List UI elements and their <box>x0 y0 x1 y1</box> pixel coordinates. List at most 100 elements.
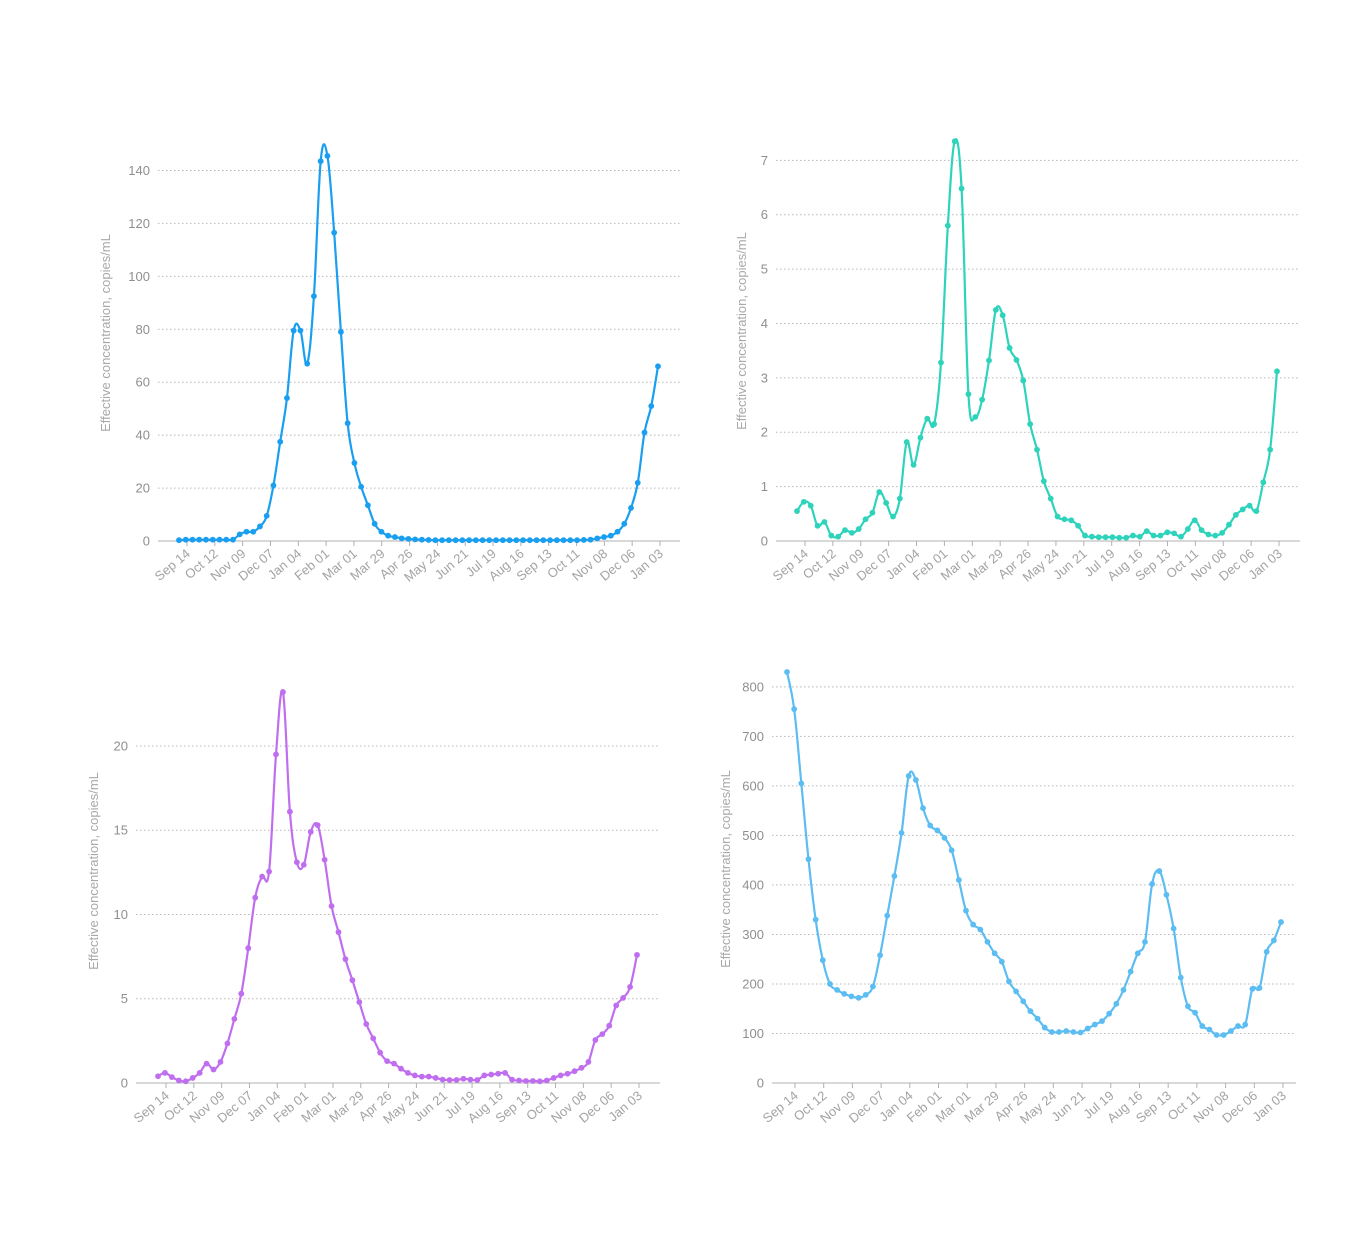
y-tick-label: 140 <box>128 163 150 178</box>
data-point <box>432 1075 439 1081</box>
data-point <box>972 414 979 420</box>
data-point <box>523 1078 529 1084</box>
y-tick-label: 6 <box>761 207 768 222</box>
data-point <box>862 516 869 523</box>
data-point <box>991 950 998 957</box>
data-point <box>1084 1025 1091 1032</box>
data-point <box>1034 1015 1041 1022</box>
data-point <box>238 990 245 997</box>
data-point <box>378 528 385 535</box>
y-axis-label: Effective concentration, copies/mL <box>86 772 101 970</box>
data-point <box>509 1076 515 1083</box>
y-tick-label: 0 <box>143 534 150 549</box>
data-point <box>543 1077 550 1084</box>
data-point <box>1063 1028 1070 1034</box>
data-point <box>1048 1029 1055 1035</box>
data-point <box>992 306 999 313</box>
data-point <box>398 535 405 542</box>
data-point <box>580 537 587 543</box>
y-tick-label: 200 <box>742 976 764 991</box>
data-point <box>529 1078 536 1084</box>
data-point <box>1220 1032 1227 1038</box>
data-point <box>794 508 800 514</box>
data-point <box>385 532 392 539</box>
data-point <box>938 359 944 366</box>
data-point <box>506 537 513 544</box>
data-point <box>812 916 819 923</box>
data-point <box>1130 532 1136 539</box>
y-tick-label: 0 <box>757 1076 764 1091</box>
data-point <box>1102 534 1109 541</box>
data-point <box>1157 532 1164 539</box>
data-point <box>594 535 601 542</box>
data-point <box>1246 502 1253 509</box>
data-point <box>411 1072 418 1079</box>
x-tick-label: Jan 03 <box>1249 1088 1289 1125</box>
data-point <box>1006 345 1013 351</box>
y-axis-label: Effective concentration, copies/mL <box>718 770 733 968</box>
data-point <box>951 138 958 145</box>
data-point <box>162 1069 168 1076</box>
data-point <box>848 993 855 1000</box>
data-point <box>502 1069 509 1076</box>
data-point <box>979 396 986 403</box>
data-point <box>560 537 567 544</box>
data-point <box>574 537 580 544</box>
series-line <box>785 670 1283 1037</box>
data-point <box>370 1035 377 1042</box>
data-point <box>472 537 479 544</box>
data-point <box>344 420 351 427</box>
chart-panel-1: 0 20 40 60 80 100 120 140 Sep 14 Oct 12 Nov 09 Dec … <box>0 0 700 625</box>
data-point <box>592 1037 599 1043</box>
data-point <box>398 1065 404 1072</box>
data-point <box>384 1058 390 1064</box>
data-point <box>182 536 189 543</box>
data-point <box>958 185 965 192</box>
data-point <box>621 520 628 527</box>
data-point <box>230 536 236 543</box>
y-tick-label: 7 <box>761 153 768 168</box>
y-tick-label: 0 <box>121 1076 128 1091</box>
data-point <box>1192 1009 1198 1016</box>
data-point <box>1027 1008 1034 1015</box>
data-point <box>311 293 317 300</box>
data-point <box>196 536 203 543</box>
data-point <box>1199 1023 1206 1029</box>
y-tick-label: 600 <box>742 778 764 793</box>
data-point <box>488 1071 495 1078</box>
data-point <box>905 773 912 779</box>
data-point <box>335 929 342 936</box>
data-point <box>1267 446 1274 453</box>
data-point <box>1163 891 1170 898</box>
data-point <box>1150 532 1157 539</box>
data-point <box>876 489 883 495</box>
data-point <box>963 907 969 914</box>
data-point <box>835 533 842 540</box>
data-point <box>284 395 290 401</box>
data-point <box>1034 446 1040 453</box>
data-point <box>1123 534 1130 541</box>
data-point <box>912 777 919 783</box>
data-point <box>307 829 314 835</box>
data-point <box>418 1073 425 1080</box>
data-point <box>910 461 917 468</box>
data-point <box>948 847 955 854</box>
data-point <box>445 537 452 544</box>
chart-panel-2: 0 1 2 3 4 5 6 7 Sep 14 Oct 12 Nov 09 Dec 07 Jan 04 Fe… <box>734 138 1300 585</box>
data-point <box>1191 517 1198 524</box>
data-point <box>1134 950 1141 957</box>
data-point <box>648 403 655 409</box>
data-point <box>1075 522 1082 529</box>
data-point <box>356 999 363 1006</box>
data-point <box>828 532 835 539</box>
data-point <box>884 912 891 919</box>
data-point <box>927 822 934 829</box>
data-point <box>1013 988 1020 995</box>
data-point <box>1020 377 1027 384</box>
data-point <box>1253 508 1260 514</box>
data-point <box>1263 948 1270 955</box>
data-point <box>377 1049 384 1056</box>
data-point <box>784 669 790 675</box>
